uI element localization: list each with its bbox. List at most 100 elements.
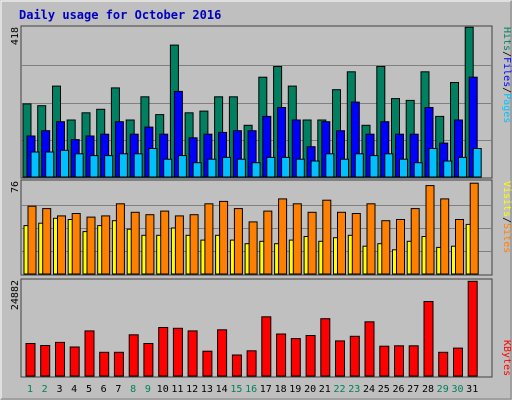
bar-pages-day-4 <box>74 153 84 178</box>
day-label: 8 <box>130 384 136 395</box>
bar-sites-day-10 <box>160 210 170 275</box>
bar-kbytes-day-10 <box>158 327 169 377</box>
bar-kbytes-day-29 <box>438 351 449 377</box>
bar-kbytes-day-12 <box>187 330 198 377</box>
day-label: 18 <box>275 384 287 395</box>
bar-kbytes-day-19 <box>290 338 301 377</box>
day-label: 4 <box>71 384 77 395</box>
bar-sites-day-18 <box>278 198 288 275</box>
day-label: 7 <box>115 384 121 395</box>
bar-sites-day-12 <box>189 214 199 275</box>
day-label: 29 <box>437 384 449 395</box>
legend-sep-1: / <box>501 51 512 57</box>
legend-sites: Sites <box>501 223 512 253</box>
bar-kbytes-day-24 <box>364 321 375 377</box>
legend-files: Files <box>501 57 512 87</box>
bar-sites-day-28 <box>425 185 435 275</box>
bar-pages-day-7 <box>118 153 128 178</box>
day-labels: 1 2 3 4 5 6 7 8 9 10 11 12 13 14 15 16 17 18 19 20 21 22 23 24 2… <box>27 384 478 395</box>
chart-title: Daily usage for October 2016 <box>19 8 221 22</box>
bar-sites-day-22 <box>337 211 346 275</box>
day-label: 19 <box>289 384 301 395</box>
day-label: 31 <box>466 384 478 395</box>
bar-kbytes-day-21 <box>320 318 331 377</box>
bar-kbytes-day-9 <box>143 343 154 377</box>
bar-kbytes-day-5 <box>84 330 95 377</box>
bar-kbytes-day-27 <box>408 345 419 377</box>
bar-kbytes-day-30 <box>453 347 463 377</box>
day-label: 20 <box>304 384 316 395</box>
day-label: 12 <box>186 384 198 395</box>
day-label: 24 <box>363 384 375 395</box>
bar-pages-day-25 <box>384 153 394 178</box>
bar-sites-day-14 <box>219 200 229 275</box>
legend-sep-3: / <box>501 217 512 223</box>
bar-kbytes-day-13 <box>202 350 213 377</box>
bar-pages-day-27 <box>413 162 423 178</box>
bar-pages-day-22 <box>340 158 349 178</box>
bar-pages-day-28 <box>428 148 438 178</box>
legend-visits-sites: Visits/Sites <box>501 181 512 253</box>
day-label: 2 <box>42 384 48 395</box>
bar-kbytes-day-26 <box>394 345 404 377</box>
bar-pages-day-19 <box>295 158 305 178</box>
bar-pages-day-3 <box>60 149 69 178</box>
bar-pages-day-13 <box>207 158 217 178</box>
day-label: 26 <box>392 384 404 395</box>
bar-sites-day-19 <box>292 203 302 275</box>
bar-kbytes-day-3 <box>55 341 65 377</box>
day-label: 25 <box>378 384 390 395</box>
bar-sites-day-23 <box>351 213 361 275</box>
day-label: 6 <box>101 384 107 395</box>
bar-sites-day-30 <box>455 219 464 275</box>
bar-sites-day-7 <box>115 203 125 275</box>
bar-pages-day-26 <box>399 158 408 178</box>
bar-sites-day-25 <box>381 220 391 275</box>
bar-pages-day-10 <box>163 158 173 178</box>
bar-sites-day-1 <box>27 205 37 275</box>
bar-kbytes-day-14 <box>217 329 228 377</box>
bar-sites-day-17 <box>263 210 273 275</box>
visits-ymax-label: 76 <box>10 181 21 193</box>
bar-sites-day-9 <box>145 214 155 275</box>
day-label: 17 <box>260 384 272 395</box>
day-label: 16 <box>245 384 257 395</box>
bar-kbytes-day-22 <box>335 340 345 377</box>
legend-hits-files-pages: Hits/Files/Pages <box>501 27 512 123</box>
bar-kbytes-day-31 <box>467 280 478 377</box>
bar-sites-day-6 <box>101 215 111 275</box>
bar-sites-day-16 <box>248 221 258 275</box>
bar-pages-day-14 <box>222 156 232 178</box>
bar-kbytes-day-23 <box>349 335 360 377</box>
bar-sites-day-3 <box>57 215 66 275</box>
bar-kbytes-day-6 <box>99 351 110 377</box>
bar-pages-day-1 <box>30 151 40 178</box>
day-label: 27 <box>407 384 419 395</box>
bar-kbytes-day-25 <box>379 345 390 377</box>
bar-sites-day-4 <box>71 213 81 275</box>
bar-sites-day-24 <box>366 203 376 275</box>
bar-sites-day-2 <box>42 208 52 275</box>
bars-layer <box>22 26 482 377</box>
bar-pages-day-23 <box>354 153 364 178</box>
legend-visits: Visits <box>501 181 512 217</box>
day-label: 11 <box>171 384 183 395</box>
bar-sites-day-13 <box>204 203 214 275</box>
bar-pages-day-5 <box>89 155 99 178</box>
day-label: 30 <box>451 384 463 395</box>
bar-kbytes-day-28 <box>423 301 434 377</box>
bar-pages-day-18 <box>281 156 291 178</box>
bar-kbytes-day-2 <box>40 345 51 377</box>
bar-pages-day-29 <box>443 160 453 178</box>
bar-pages-day-21 <box>325 153 335 178</box>
day-label: 28 <box>422 384 434 395</box>
day-label: 22 <box>333 384 345 395</box>
bar-pages-day-2 <box>45 151 55 178</box>
bar-pages-day-6 <box>104 155 114 178</box>
bar-sites-day-21 <box>322 199 332 275</box>
bar-pages-day-9 <box>148 148 158 178</box>
day-label: 9 <box>145 384 151 395</box>
